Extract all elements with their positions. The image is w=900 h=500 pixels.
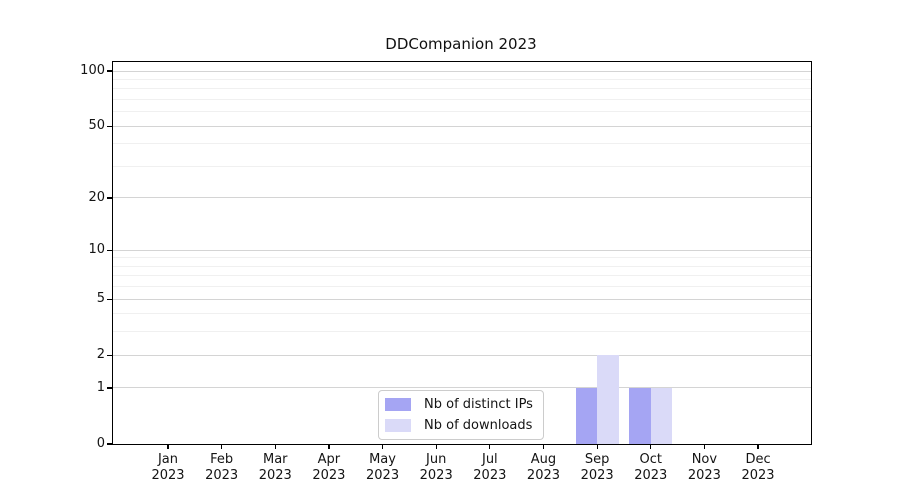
legend-label-nb-of-distinct-ips: Nb of distinct IPs — [424, 397, 533, 412]
y-tickmark-20 — [107, 197, 113, 199]
x-tick-label-feb: Feb 2023 — [205, 452, 239, 483]
y-tick-label-2: 2 — [96, 347, 105, 363]
gridline-major-20 — [113, 197, 811, 199]
x-tick-label-dec: Dec 2023 — [741, 452, 775, 483]
gridline-minor-70 — [113, 99, 811, 101]
x-tickmark-mar — [274, 444, 276, 449]
bar-nb-of-downloads-oct — [650, 387, 673, 444]
legend-entry-nb-of-distinct-ips: Nb of distinct IPs — [385, 396, 533, 413]
x-tick-label-mar: Mar 2023 — [258, 452, 292, 483]
x-tickmark-oct — [650, 444, 652, 449]
gridline-minor-7 — [113, 275, 811, 277]
gridline-major-100 — [113, 70, 811, 72]
gridline-minor-90 — [113, 78, 811, 80]
legend-swatch-nb-of-downloads — [385, 419, 411, 432]
gridline-minor-60 — [113, 111, 811, 113]
chart-title: DDCompanion 2023 — [385, 35, 537, 53]
x-tickmark-sep — [596, 444, 598, 449]
y-tick-label-50: 50 — [88, 118, 105, 134]
x-tickmark-aug — [542, 444, 545, 449]
gridline-major-2 — [113, 354, 811, 356]
y-tickmark-100 — [107, 70, 113, 72]
gridline-minor-80 — [113, 88, 811, 90]
y-tickmark-1 — [107, 387, 113, 389]
gridline-minor-3 — [113, 331, 811, 333]
x-tick-label-sep: Sep 2023 — [580, 452, 614, 483]
x-tick-label-jun: Jun 2023 — [419, 452, 453, 483]
y-tickmark-2 — [107, 354, 113, 356]
x-tickmark-jan — [167, 444, 169, 449]
x-tick-label-apr: Apr 2023 — [312, 452, 346, 483]
y-tick-label-1: 1 — [96, 379, 105, 395]
x-tick-label-may: May 2023 — [366, 452, 400, 483]
bar-nb-of-downloads-sep — [597, 355, 619, 444]
legend: Nb of distinct IPs Nb of downloads — [378, 390, 544, 440]
x-tick-label-nov: Nov 2023 — [687, 452, 721, 483]
legend-swatch-nb-of-distinct-ips — [385, 398, 411, 411]
gridline-minor-4 — [113, 313, 811, 315]
gridline-minor-40 — [113, 143, 811, 145]
x-tick-label-jul: Jul 2023 — [473, 452, 507, 483]
gridline-minor-6 — [113, 286, 811, 288]
gridline-major-10 — [113, 249, 811, 251]
x-tickmark-feb — [221, 444, 223, 449]
y-tickmark-0 — [107, 443, 113, 445]
y-tickmark-50 — [107, 125, 113, 127]
y-tickmark-10 — [107, 249, 113, 251]
gridline-minor-30 — [113, 166, 811, 167]
x-tick-label-aug: Aug 2023 — [526, 452, 561, 483]
bar-nb-of-distinct-ips-sep — [575, 387, 598, 444]
y-tick-label-10: 10 — [88, 242, 105, 258]
x-tick-label-jan: Jan 2023 — [151, 452, 185, 483]
plot-area: Nb of distinct IPs Nb of downloads 0 1 2 5 10… — [80, 61, 812, 483]
x-tick-label-oct: Oct 2023 — [634, 452, 668, 483]
gridline-major-1 — [113, 387, 811, 389]
gridline-major-5 — [113, 298, 811, 300]
y-tick-label-20: 20 — [88, 189, 105, 205]
x-tickmark-dec — [757, 444, 759, 449]
y-tick-label-5: 5 — [96, 291, 105, 307]
gridline-major-50 — [113, 125, 811, 127]
x-tickmark-jul — [489, 444, 491, 449]
x-tickmark-nov — [703, 444, 705, 449]
bar-nb-of-distinct-ips-oct — [629, 387, 651, 444]
x-tickmark-jun — [435, 444, 437, 449]
y-tickmark-5 — [107, 298, 113, 300]
x-tickmark-may — [381, 444, 384, 449]
legend-entry-nb-of-downloads: Nb of downloads — [385, 417, 533, 434]
x-tickmark-apr — [328, 444, 330, 449]
gridline-minor-9 — [113, 257, 811, 259]
y-tick-label-0: 0 — [96, 436, 105, 451]
legend-label-nb-of-downloads: Nb of downloads — [424, 418, 533, 433]
y-tick-label-100: 100 — [80, 63, 105, 79]
gridline-minor-8 — [113, 265, 811, 267]
